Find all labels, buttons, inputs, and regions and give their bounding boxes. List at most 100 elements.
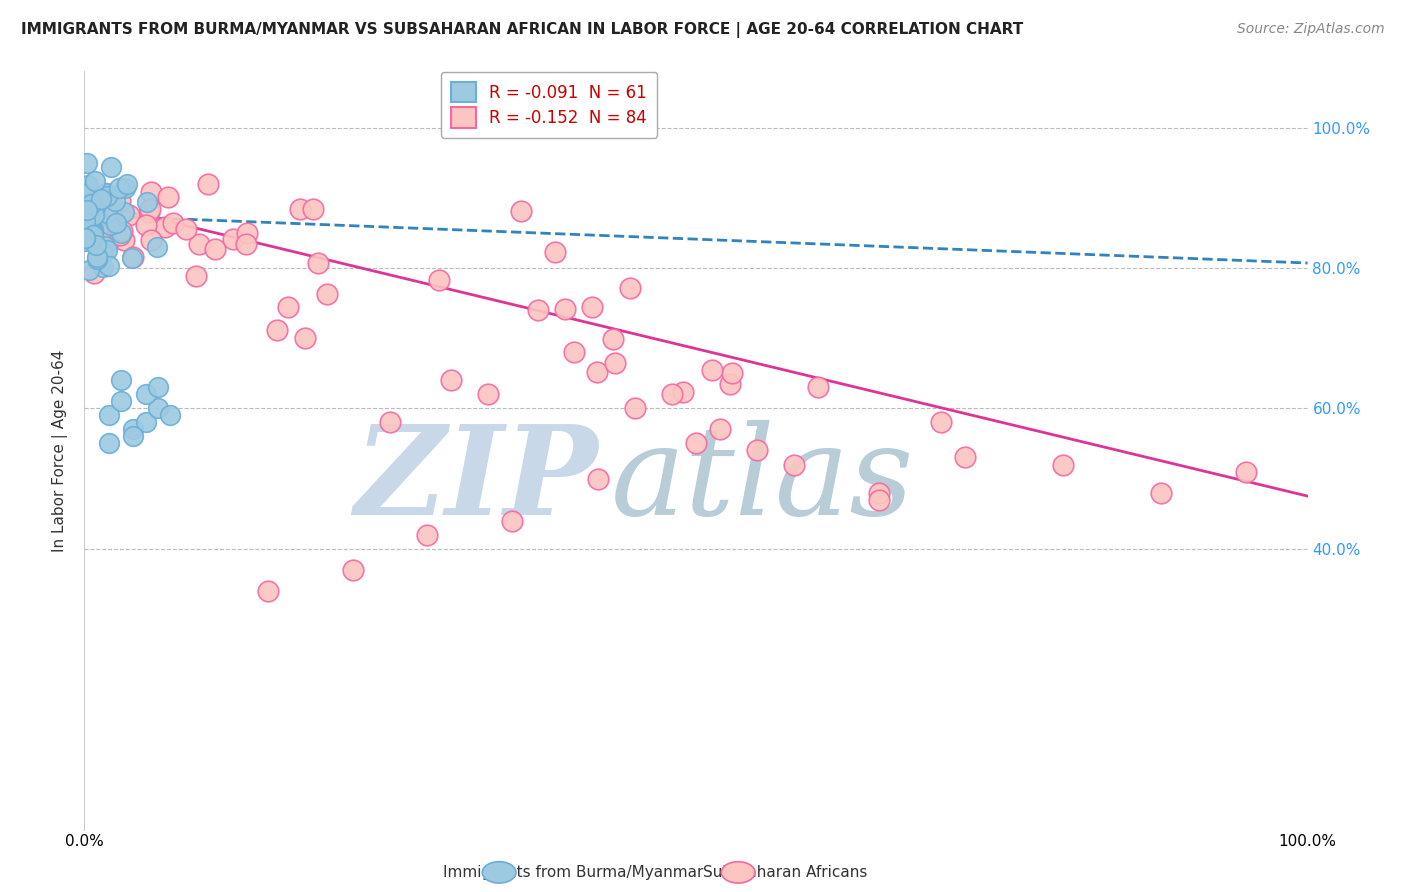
Point [477,387,499,401]
Point [97,409,120,423]
Point [79,216,101,230]
Point [122,250,145,264]
Point [80,225,103,239]
Point [672,385,695,400]
Point [75,235,97,249]
Point [807,380,830,394]
Point [82,202,104,217]
Point [82,228,104,243]
Point [76,209,98,223]
Point [75,231,97,245]
Point [75,223,97,237]
Point [440,373,463,387]
Point [77,263,100,277]
Point [76,234,98,248]
Point [96,188,118,202]
Point [257,583,280,598]
Point [153,220,176,235]
Point [139,202,162,216]
Point [138,204,160,219]
Point [1236,465,1258,479]
Point [145,240,167,254]
Point [141,233,163,247]
Point [619,281,641,295]
Y-axis label: In Labor Force | Age 20-64: In Labor Force | Age 20-64 [52,350,69,551]
Point [96,206,118,220]
Point [204,242,226,256]
Point [427,273,450,287]
Point [90,192,112,206]
Point [96,243,118,257]
Point [288,202,311,216]
Point [108,194,131,209]
Point [277,300,299,314]
Point [90,208,112,222]
Point [76,156,98,170]
Point [342,563,364,577]
Point [75,190,97,204]
Point [721,367,744,381]
Point [91,245,114,260]
Point [416,527,439,541]
Point [83,208,105,222]
Point [266,323,288,337]
Text: ZIP: ZIP [354,420,598,541]
Text: Sub-Saharan Africans: Sub-Saharan Africans [703,865,868,880]
Point [98,219,121,233]
Point [718,376,741,391]
Point [75,230,97,244]
Point [135,219,157,233]
Point [157,190,180,204]
Point [115,177,138,191]
Point [94,186,117,201]
Point [97,235,120,249]
Point [75,213,97,227]
Point [73,231,96,245]
Point [82,223,104,237]
Point [235,236,257,251]
Point [121,252,143,266]
Point [98,259,121,273]
Point [112,204,135,219]
Point [110,226,132,240]
Point [146,380,169,394]
Point [108,227,131,242]
Point [114,181,136,195]
Point [73,201,96,215]
Point [543,245,565,260]
Point [301,202,323,216]
Point [188,236,211,251]
Point [94,238,117,252]
Point [307,256,329,270]
Point [146,401,169,416]
Point [585,365,607,379]
Point [118,208,141,222]
Point [222,232,245,246]
Point [141,185,163,199]
Point [869,485,891,500]
Point [79,200,101,214]
Point [783,458,806,472]
Point [685,436,707,450]
Point [77,227,100,242]
Point [84,174,107,188]
Point [135,387,157,401]
Point [97,436,120,450]
Point [86,225,108,239]
Point [316,286,339,301]
Point [135,416,157,430]
Point [174,221,197,235]
Point [111,225,134,239]
Point [82,227,104,242]
Point [709,422,731,436]
Point [104,194,127,209]
Point [97,199,120,213]
Point [107,180,129,194]
Point [77,198,100,212]
Point [86,189,108,203]
Point [159,409,181,423]
Point [186,269,208,284]
Point [80,196,103,211]
Point [84,238,107,252]
Point [80,231,103,245]
